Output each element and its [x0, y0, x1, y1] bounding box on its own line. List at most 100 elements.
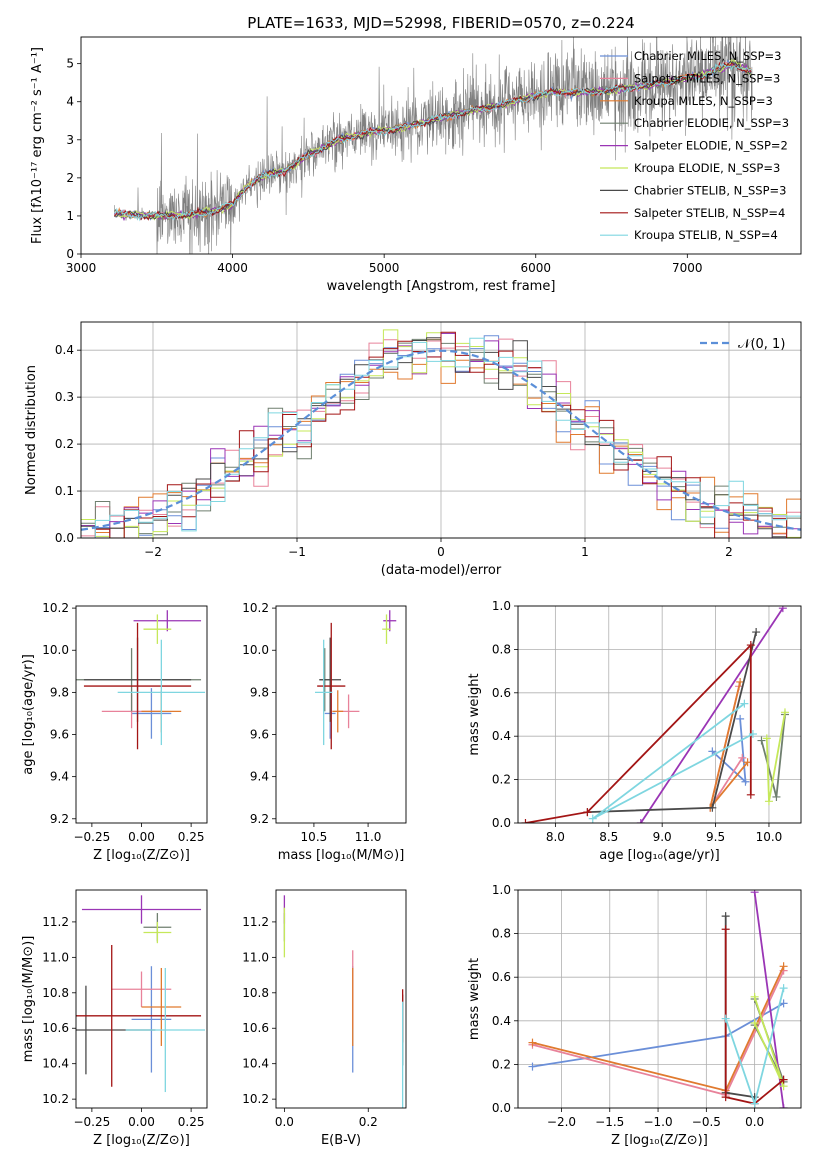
y-tick-label: 9.6 [50, 728, 69, 742]
y-tick-label: 10.8 [242, 986, 269, 1000]
plot-area [528, 890, 788, 1108]
y-tick-label: 10.2 [42, 1092, 69, 1106]
x-tick-label: 7000 [672, 261, 703, 275]
y-tick-label: 10.6 [242, 1021, 269, 1035]
weight-line [753, 996, 785, 1087]
x-tick-label: −2 [144, 545, 162, 559]
x-tick-label: −0.25 [73, 1115, 110, 1129]
weight-marker [583, 808, 592, 817]
weight-marker [528, 1038, 537, 1047]
y-tick-label: 0.2 [492, 773, 511, 787]
weight-line [640, 607, 784, 823]
weight-marker [779, 1104, 788, 1108]
x-axis-label: age [log₁₀(age/yr)] [599, 848, 720, 863]
y-axis-label: mass [log₁₀(M/M⊙)] [21, 936, 36, 1063]
y-axis-label: mass weight [467, 958, 482, 1040]
x-axis-label: E(B-V) [321, 1133, 361, 1148]
weight-marker [636, 819, 645, 823]
x-tick-label: 10.0 [756, 830, 783, 844]
legend-entry: Kroupa MILES, N_SSP=3 [634, 94, 773, 108]
y-tick-label: 9.4 [50, 770, 69, 784]
weight-marker [778, 606, 787, 613]
y-tick-label: 11.0 [42, 950, 69, 964]
model-spectrum-line [114, 62, 752, 222]
spectrum-panel: 3000 4000 5000 6000 7000 0 1 2 3 4 5 wavelength [An… [30, 14, 802, 294]
x-tick-label: −0.25 [73, 830, 110, 844]
weight-marker [772, 792, 781, 801]
plot-area [315, 610, 397, 750]
weight-marker [528, 1062, 537, 1071]
age-vs-mass-panel: 10.5 11.0 9.2 9.4 9.6 9.8 10.0 10.2 mass [log₁₀(… [242, 601, 407, 863]
y-tick-label: 9.8 [250, 685, 269, 699]
mass-vs-z-panel: −0.25 0.00 0.25 10.2 10.4 10.6 10.8 11.0 11.2 Z [… [21, 889, 208, 1148]
y-tick-label: 1 [66, 209, 74, 223]
x-tick-label: 8.0 [546, 830, 565, 844]
y-axis-label: Normed distribution [24, 365, 39, 495]
y-tick-label: 9.4 [250, 770, 269, 784]
y-tick-label: 10.2 [42, 601, 69, 615]
weight-marker [746, 790, 755, 799]
legend-entry: Salpeter ELODIE, N_SSP=2 [634, 139, 788, 153]
plot-area [521, 606, 789, 823]
chart-title: PLATE=1633, MJD=52998, FIBERID=0570, z=0… [247, 14, 634, 32]
y-tick-label: 0.6 [492, 686, 511, 700]
x-tick-label: 0.0 [745, 1115, 764, 1129]
y-tick-label: 0.4 [492, 1014, 511, 1028]
y-tick-label: 9.2 [50, 812, 69, 826]
weight-marker [779, 999, 788, 1008]
legend-entry: 𝒩(0, 1) [738, 337, 785, 352]
x-tick-label: 0.00 [128, 830, 155, 844]
weight-marker [748, 730, 757, 739]
y-tick-label: 0.3 [55, 390, 74, 404]
axes-frame [75, 605, 208, 824]
y-tick-label: 0.8 [492, 927, 511, 941]
y-tick-label: 10.6 [42, 1021, 69, 1035]
legend-entry: Chabrier MILES, N_SSP=3 [634, 49, 781, 63]
massweight-vs-z-panel: −2.0 −1.5 −1.0 −0.5 0.0 0.0 0.2 0.4 0.6 0.8 1.0 Z [… [467, 883, 802, 1148]
y-tick-label: 0.0 [492, 816, 511, 830]
x-axis-label: mass [log₁₀(M/M⊙)] [278, 848, 405, 863]
weight-line [724, 929, 785, 1105]
x-tick-label: −2.0 [547, 1115, 576, 1129]
y-tick-label: 9.2 [250, 812, 269, 826]
weight-marker [736, 714, 745, 723]
y-tick-label: 0.1 [55, 484, 74, 498]
axes-frame [80, 321, 802, 539]
weight-marker [721, 925, 730, 934]
y-tick-label: 0.6 [492, 970, 511, 984]
weight-marker [721, 912, 730, 921]
model-spectrum-line [114, 60, 752, 220]
weight-marker [708, 803, 717, 812]
y-tick-label: 0 [66, 247, 74, 261]
y-axis-label: mass weight [467, 673, 482, 755]
weight-marker [746, 641, 755, 650]
x-tick-label: 0 [437, 545, 445, 559]
axes-frame [517, 605, 802, 824]
y-tick-label: 10.4 [242, 1057, 269, 1071]
y-tick-label: 0.0 [55, 531, 74, 545]
y-tick-label: 5 [66, 57, 74, 71]
y-tick-label: 10.2 [242, 601, 269, 615]
x-tick-label: −1.5 [595, 1115, 624, 1129]
weight-marker [779, 984, 788, 993]
data-spectrum-line [114, 37, 753, 254]
y-tick-label: 0.4 [55, 343, 74, 357]
weight-line [592, 702, 754, 820]
x-axis-label: Z [log₁₀(Z/Z⊙)] [93, 848, 190, 863]
x-tick-label: 0.0 [275, 1115, 294, 1129]
plot-area [283, 895, 404, 1108]
x-tick-label: 0.00 [128, 1115, 155, 1129]
weight-marker [721, 1014, 730, 1023]
y-tick-label: 2 [66, 171, 74, 185]
massweight-vs-age-panel: 8.0 8.5 9.0 9.5 10.0 0.0 0.2 0.4 0.6 0.8 1.0 age [l… [467, 599, 802, 863]
y-tick-label: 1.0 [492, 599, 511, 613]
age-vs-z-panel: −0.25 0.00 0.25 9.2 9.4 9.6 9.8 10.0 10.2 Z [log₁… [21, 601, 208, 863]
y-tick-label: 0.0 [492, 1101, 511, 1115]
weight-marker [750, 992, 759, 1001]
weight-marker [740, 699, 749, 708]
weight-line [525, 642, 752, 823]
x-tick-label: 4000 [217, 261, 248, 275]
y-tick-label: 11.2 [42, 915, 69, 929]
y-tick-label: 10.4 [42, 1057, 69, 1071]
